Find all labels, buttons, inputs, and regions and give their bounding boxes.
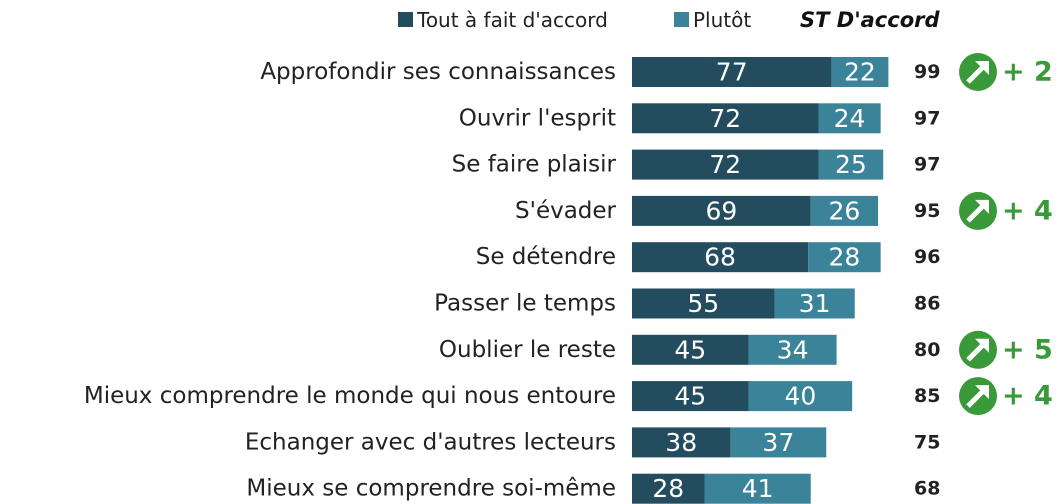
category-label: Se faire plaisir [452, 152, 617, 178]
total-value: 95 [914, 200, 940, 222]
change-badge: + 4 [959, 191, 1053, 230]
bar-segment [632, 149, 819, 180]
bar-segment [632, 334, 749, 365]
bar-value: 38 [665, 428, 697, 457]
bar-value: 22 [844, 58, 876, 87]
total-value: 97 [914, 107, 940, 129]
legend-swatch [398, 12, 413, 27]
category-label: Mieux comprendre le monde qui nous entou… [84, 383, 616, 409]
totals-title: ST D'accord [800, 8, 940, 32]
bar-segment [632, 103, 819, 134]
bar-value: 45 [674, 335, 706, 364]
category-label: Ouvrir l'esprit [459, 105, 616, 131]
change-label: + 4 [1002, 381, 1053, 412]
bar-value: 31 [799, 289, 831, 318]
bar-segment [810, 195, 879, 226]
change-badge: + 4 [959, 377, 1053, 416]
bar-value: 25 [835, 150, 867, 179]
legend-swatch [674, 12, 689, 27]
change-arrowhead [975, 199, 989, 214]
bar-segment [730, 427, 827, 458]
category-label: Approfondir ses connaissances [260, 59, 616, 85]
total-value: 68 [914, 478, 940, 500]
change-arrowhead [975, 338, 989, 353]
bar-segment [632, 195, 811, 226]
bar-value: 28 [652, 474, 684, 503]
bar-value: 68 [704, 243, 736, 272]
category-label: Mieux se comprendre soi-même [246, 476, 616, 502]
bar-value: 34 [777, 335, 809, 364]
change-arrow [966, 64, 986, 84]
total-value: 86 [914, 293, 940, 315]
bar-value: 28 [828, 243, 860, 272]
category-label: Se détendre [476, 244, 616, 270]
bar-segment [748, 334, 837, 365]
bar-value: 55 [687, 289, 719, 318]
change-arrow [966, 203, 986, 223]
total-value: 85 [914, 385, 940, 407]
legend-label: Tout à fait d'accord [416, 8, 608, 32]
bar-segment [774, 288, 855, 319]
total-value: 97 [914, 154, 940, 176]
change-label: + 5 [1002, 334, 1053, 365]
change-arrowhead [975, 385, 989, 400]
bar-segment [818, 149, 884, 180]
change-label: + 2 [1002, 57, 1053, 88]
bar-segment [808, 242, 881, 273]
bar-segment [748, 381, 853, 412]
bar-segment [632, 242, 809, 273]
legend-label: Plutôt [693, 8, 751, 32]
change-arrow [966, 388, 986, 408]
bar-segment [632, 288, 775, 319]
bar-value: 72 [709, 104, 741, 133]
bar-value: 69 [705, 196, 737, 225]
category-label: Echanger avec d'autres lecteurs [245, 429, 616, 455]
bar-value: 72 [709, 150, 741, 179]
bar-segment [632, 473, 705, 504]
bar-value: 45 [674, 382, 706, 411]
bar-value: 41 [742, 474, 774, 503]
total-value: 96 [914, 246, 940, 268]
category-label: Passer le temps [434, 291, 616, 317]
bar-value: 24 [834, 104, 866, 133]
change-badge: + 5 [959, 330, 1053, 369]
total-value: 99 [914, 61, 940, 83]
change-label: + 4 [1002, 195, 1053, 226]
bar-value: 37 [762, 428, 794, 457]
bar-segment [632, 57, 832, 87]
bar-segment [818, 103, 881, 134]
bar-value: 77 [716, 58, 748, 87]
bar-segment [632, 427, 731, 458]
change-badge: + 2 [959, 53, 1053, 91]
total-value: 80 [914, 339, 940, 361]
category-label: Oublier le reste [439, 337, 616, 363]
change-arrowhead [975, 61, 989, 75]
change-arrow [966, 342, 986, 362]
bar-value: 40 [784, 382, 816, 411]
bar-value: 26 [828, 196, 860, 225]
category-label: S'évader [515, 198, 617, 224]
bar-segment [831, 57, 889, 87]
bar-segment [704, 473, 811, 504]
total-value: 75 [914, 431, 940, 453]
bar-segment [632, 381, 749, 412]
